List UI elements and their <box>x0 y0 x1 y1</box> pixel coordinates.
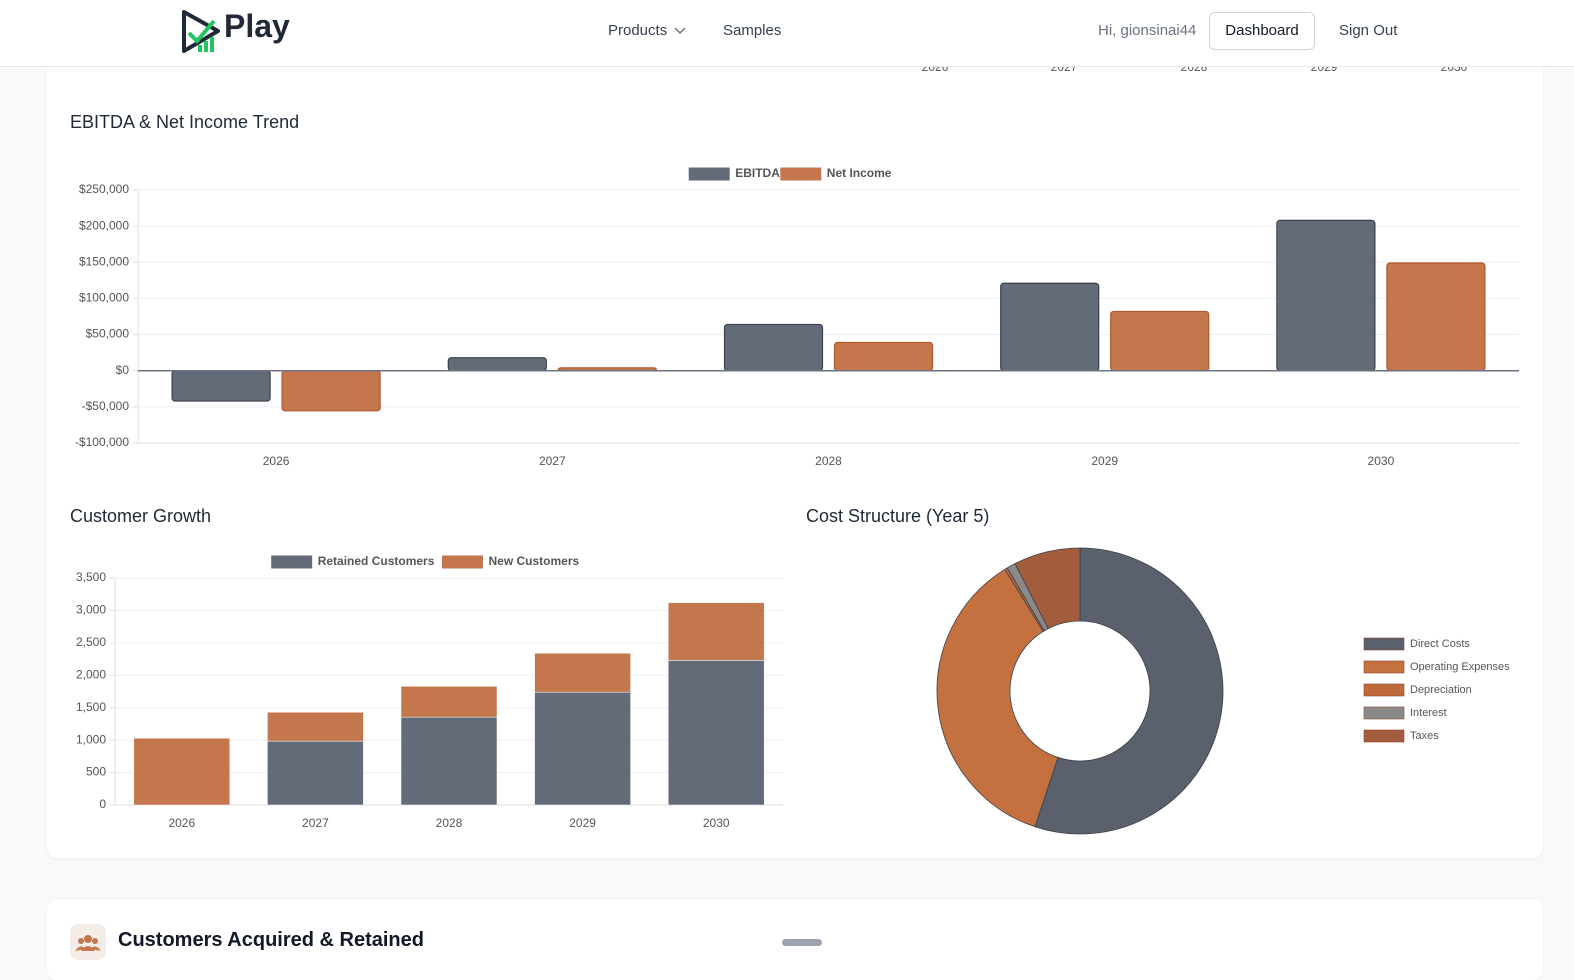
bar <box>1000 282 1100 372</box>
y-tick-label: 2,000 <box>76 667 106 681</box>
y-tick-label: 3,500 <box>76 570 106 584</box>
section-icon <box>70 924 106 960</box>
bar-segment <box>133 737 231 806</box>
y-tick-label: $0 <box>116 363 130 377</box>
nav-samples[interactable]: Samples <box>723 22 782 39</box>
x-tick-label: 2028 <box>436 816 463 830</box>
bar-segment <box>267 712 364 742</box>
y-tick-label: $50,000 <box>86 327 130 341</box>
greeting: Hi, gionsinai44 <box>1098 22 1197 39</box>
legend-swatch <box>780 167 822 181</box>
legend-swatch <box>1363 660 1405 674</box>
legend-label: New Customers <box>489 554 580 568</box>
sign-out[interactable]: Sign Out <box>1339 22 1398 39</box>
x-tick-label: 2027 <box>539 454 566 468</box>
legend-swatch <box>271 555 313 569</box>
legend-swatch <box>1363 683 1405 697</box>
y-tick-label: -$100,000 <box>75 435 129 449</box>
y-tick-label: 1,000 <box>76 732 106 746</box>
y-tick-label: -$50,000 <box>82 399 130 413</box>
users-icon <box>75 935 101 951</box>
y-tick-label: 0 <box>99 797 106 811</box>
bar-segment <box>667 602 765 661</box>
chevron <box>674 27 686 35</box>
y-tick-label: $250,000 <box>79 182 129 196</box>
legend-label: EBITDA <box>735 166 780 180</box>
y-tick-label: 1,500 <box>76 700 106 714</box>
x-tick-label: 2026 <box>168 816 195 830</box>
doughnut-slice <box>1014 547 1081 630</box>
y-tick-label: $200,000 <box>79 218 129 232</box>
bar-segment <box>267 740 364 806</box>
logo-text[interactable]: Play <box>224 8 290 44</box>
legend-swatch <box>1363 637 1405 651</box>
legend-swatch <box>688 167 730 181</box>
x-tick-label: 2026 <box>263 454 290 468</box>
y-tick-label: 2,500 <box>76 635 106 649</box>
bar <box>1110 310 1210 372</box>
x-tick-label: 2029 <box>1091 454 1118 468</box>
scroll-handle <box>782 939 822 946</box>
bar <box>1276 219 1376 372</box>
bar-segment <box>534 691 631 806</box>
bar <box>833 341 934 372</box>
y-tick-label: 500 <box>86 765 106 779</box>
logo-icon <box>182 10 220 53</box>
page: Play Products Samples Hi, gionsinai44 Da… <box>0 0 1574 960</box>
bar-segment <box>400 686 498 718</box>
y-tick-label: 3,000 <box>76 603 106 617</box>
bar <box>1386 262 1486 372</box>
bar <box>447 357 547 372</box>
legend-label: Taxes <box>1410 730 1439 742</box>
nav-products[interactable]: Products <box>608 22 668 39</box>
bar-segment <box>667 660 765 806</box>
bar-segment <box>400 716 498 806</box>
x-tick-label: 2029 <box>569 816 596 830</box>
doughnut-slice <box>1034 547 1224 835</box>
legend-label: Retained Customers <box>318 554 435 568</box>
bar-segment <box>534 652 631 693</box>
legend-label: Operating Expenses <box>1410 661 1510 673</box>
chart-title: EBITDA & Net Income Trend <box>70 112 299 132</box>
legend-swatch <box>1363 706 1405 720</box>
x-tick-label: 2028 <box>815 454 842 468</box>
x-tick-label: 2030 <box>1368 454 1395 468</box>
legend-label: Direct Costs <box>1410 638 1470 650</box>
doughnut-slice <box>936 568 1059 828</box>
y-tick-label: $150,000 <box>79 254 129 268</box>
top-nav: Play Products Samples Hi, gionsinai44 Da… <box>0 0 1574 67</box>
chart-title: Customer Growth <box>70 506 211 526</box>
bar <box>723 323 824 372</box>
legend-label: Interest <box>1410 707 1447 719</box>
x-tick-label: 2027 <box>302 816 329 830</box>
bar <box>281 370 381 412</box>
bar <box>171 370 271 402</box>
legend-label: Depreciation <box>1410 684 1472 696</box>
chart-title: Cost Structure (Year 5) <box>806 506 989 526</box>
legend-label: Net Income <box>827 166 892 180</box>
section-title: Customers Acquired & Retained <box>118 929 424 951</box>
y-tick-label: $100,000 <box>79 291 129 305</box>
legend-swatch <box>1363 729 1405 743</box>
x-tick-label: 2030 <box>703 816 730 830</box>
legend-swatch <box>442 555 483 569</box>
charts: 2026 2027 2028 2029 2030 EBITDA & Net Income … <box>70 60 1519 835</box>
dashboard-button[interactable]: Dashboard <box>1209 12 1315 50</box>
